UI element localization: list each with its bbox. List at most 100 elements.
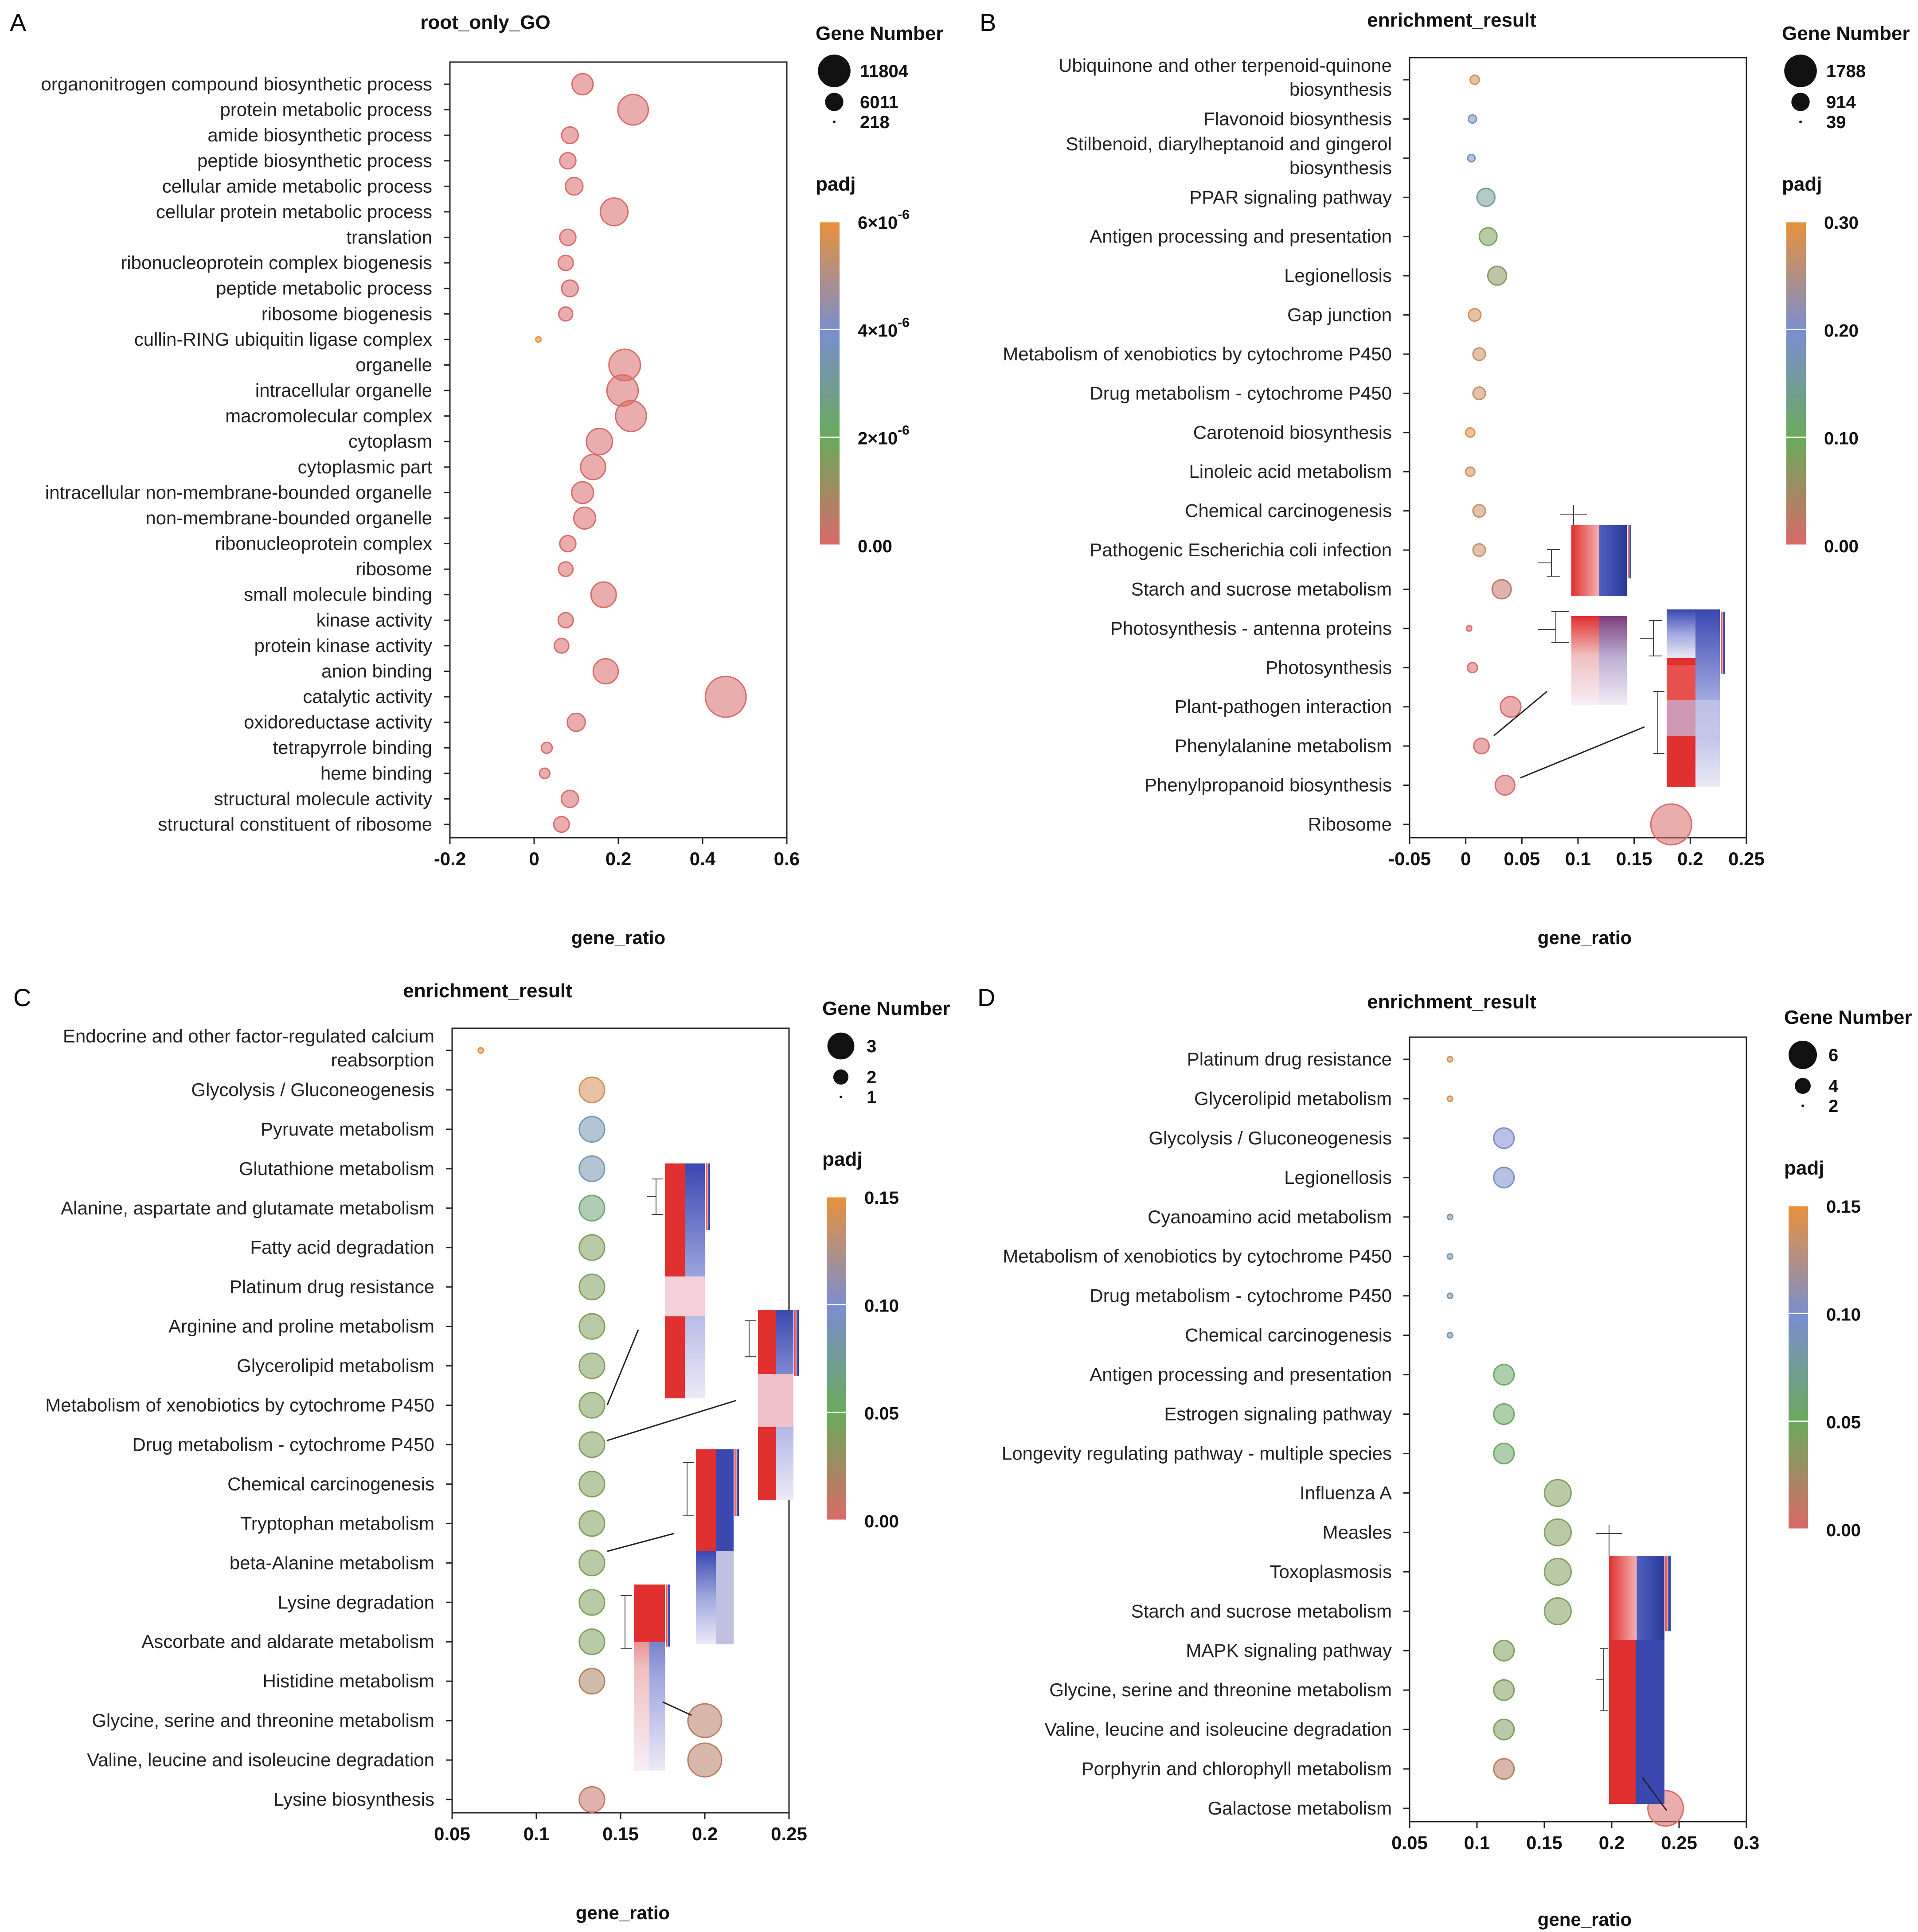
x-tick-label: 0.05	[1504, 848, 1540, 869]
category-label: ribonucleoprotein complex	[215, 533, 432, 554]
data-point	[1472, 543, 1486, 557]
panel-b: enrichment_result gene_ratio -0.05 0 0.05 0.1…	[1003, 9, 1910, 948]
category-label: Chemical carcinogenesis	[1185, 500, 1392, 521]
size-legend-circle	[1799, 121, 1802, 123]
data-point	[1500, 696, 1522, 718]
panels-layer: root_only_GO gene_ratio -0.2 0 0.2 0.4 0.6 orga…	[41, 9, 1912, 1930]
category-label: Photosynthesis	[1266, 657, 1392, 678]
x-axis-label: gene_ratio	[1538, 1909, 1632, 1930]
category-label-cont: biosynthesis	[1289, 79, 1392, 100]
x-tick-label: 0.1	[523, 1823, 549, 1844]
category-label: ribonucleoprotein complex biogenesis	[121, 252, 432, 273]
category-label: Flavonoid biosynthesis	[1203, 108, 1392, 129]
size-legend-label: 218	[860, 113, 890, 132]
panel-letter-b: B	[980, 8, 996, 36]
color-legend-label: 6×10-6	[858, 207, 910, 233]
category-label: Phenylalanine metabolism	[1175, 735, 1392, 756]
plot-frame	[449, 61, 788, 839]
category-label: Chemical carcinogenesis	[227, 1473, 434, 1494]
data-point	[1465, 625, 1473, 632]
data-point	[578, 1116, 605, 1143]
data-point	[1467, 153, 1476, 163]
color-legend-label: 0.00	[1824, 537, 1859, 556]
category-label: macromolecular complex	[225, 406, 432, 426]
data-point	[578, 1786, 605, 1813]
category-label: Galactose metabolism	[1207, 1798, 1392, 1819]
data-point	[599, 197, 629, 226]
data-point	[558, 306, 574, 322]
color-legend-label: 4×10-6	[858, 315, 910, 340]
category-label: Valine, leucine and isoleucine degradati…	[87, 1749, 434, 1770]
data-point	[1493, 1679, 1515, 1701]
category-label: non-membrane-bounded organelle	[145, 507, 432, 528]
category-label-cont: biosynthesis	[1289, 157, 1392, 178]
x-tick-label: 0.15	[1616, 848, 1652, 869]
color-legend-label: 0.30	[1824, 213, 1859, 233]
category-label: tetrapyrrole binding	[273, 737, 432, 758]
data-point	[1446, 1253, 1453, 1260]
category-label: MAPK signaling pathway	[1186, 1640, 1392, 1661]
category-label: ribosome biogenesis	[262, 303, 432, 324]
data-point	[578, 1352, 605, 1379]
data-point	[1493, 1758, 1515, 1780]
data-point	[1446, 1095, 1453, 1102]
plot-frame	[451, 1027, 790, 1814]
data-point	[540, 742, 553, 754]
panel-c: enrichment_result gene_ratio 0.05 0.1 0.15 0.…	[45, 980, 950, 1923]
size-legend-label: 1	[867, 1088, 876, 1107]
x-axis-label: gene_ratio	[1538, 927, 1632, 948]
data-point	[1472, 504, 1486, 518]
category-label: Alanine, aspartate and glutamate metabol…	[61, 1198, 434, 1218]
category-label: peptide metabolic process	[216, 278, 432, 299]
data-point	[477, 1047, 484, 1054]
category-label: Starch and sucrose metabolism	[1131, 1600, 1392, 1621]
data-point	[560, 789, 579, 808]
color-legend-label: 0.15	[1826, 1197, 1861, 1217]
category-label: ribosome	[355, 558, 432, 579]
color-legend-label: 2×10-6	[858, 423, 910, 449]
data-point	[578, 1589, 605, 1616]
color-legend-title: padj	[822, 1148, 862, 1170]
size-legend-title: Gene Number	[1784, 1007, 1912, 1028]
data-point	[1473, 738, 1490, 755]
category-label: heme binding	[320, 763, 432, 784]
color-legend-bar	[820, 222, 840, 545]
data-point	[561, 279, 579, 297]
category-label: Legionellosis	[1284, 265, 1392, 286]
size-legend-label: 6	[1828, 1046, 1838, 1065]
category-label: Ubiquinone and other terpenoid-quinone	[1059, 55, 1392, 76]
category-label: kinase activity	[316, 609, 432, 630]
category-label: Valine, leucine and isoleucine degradati…	[1044, 1719, 1392, 1740]
data-point	[1493, 1718, 1515, 1741]
category-label: Gap junction	[1287, 304, 1392, 325]
data-point	[1476, 187, 1496, 207]
heatmap-inset-c1	[606, 1163, 710, 1405]
data-point	[1468, 114, 1477, 124]
data-point	[578, 1431, 605, 1458]
color-legend-label: 0.10	[1826, 1305, 1861, 1324]
category-label: Tryptophan metabolism	[241, 1513, 434, 1534]
category-label: Glycolysis / Gluconeogenesis	[1148, 1128, 1392, 1148]
category-label: cullin-RING ubiquitin ligase complex	[134, 329, 432, 350]
x-tick-label: 0.4	[690, 848, 716, 869]
category-label: Drug metabolism - cytochrome P450	[1090, 382, 1392, 403]
data-point	[557, 612, 574, 628]
data-point	[559, 152, 577, 170]
data-point	[558, 561, 574, 578]
size-legend-label: 4	[1828, 1077, 1839, 1096]
size-legend-title: Gene Number	[816, 23, 944, 44]
category-label: protein kinase activity	[254, 635, 432, 656]
color-legend-label: 0.00	[858, 537, 892, 556]
data-point	[1494, 775, 1516, 796]
data-point	[1469, 74, 1480, 85]
size-legend-circle	[1789, 1041, 1817, 1069]
data-point	[687, 1742, 723, 1778]
data-point	[578, 1628, 605, 1655]
color-legend-label: 0.00	[1826, 1521, 1861, 1540]
category-label: Cyanoamino acid metabolism	[1148, 1206, 1392, 1227]
data-point	[617, 94, 649, 126]
category-label: Drug metabolism - cytochrome P450	[132, 1434, 434, 1455]
category-label: Arginine and proline metabolism	[168, 1316, 434, 1337]
category-label: Carotenoid biosynthesis	[1193, 422, 1392, 443]
